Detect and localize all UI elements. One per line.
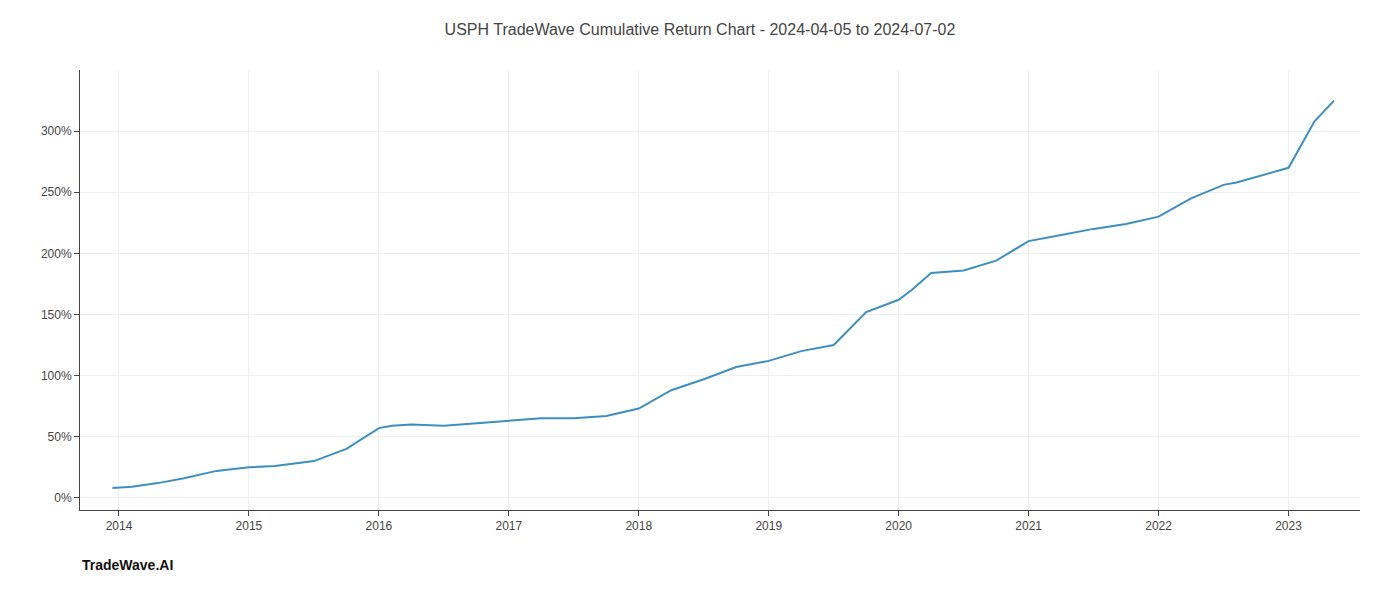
svg-text:2015: 2015 bbox=[236, 519, 263, 533]
svg-text:2022: 2022 bbox=[1145, 519, 1172, 533]
svg-text:USPH TradeWave Cumulative Retu: USPH TradeWave Cumulative Return Chart -… bbox=[445, 21, 956, 38]
svg-text:250%: 250% bbox=[41, 185, 72, 199]
svg-text:2019: 2019 bbox=[755, 519, 782, 533]
svg-text:2020: 2020 bbox=[885, 519, 912, 533]
svg-text:2023: 2023 bbox=[1275, 519, 1302, 533]
svg-text:2018: 2018 bbox=[625, 519, 652, 533]
svg-text:2017: 2017 bbox=[495, 519, 522, 533]
svg-text:50%: 50% bbox=[48, 430, 72, 444]
svg-text:150%: 150% bbox=[41, 308, 72, 322]
svg-text:2021: 2021 bbox=[1015, 519, 1042, 533]
svg-text:2014: 2014 bbox=[106, 519, 133, 533]
svg-text:100%: 100% bbox=[41, 369, 72, 383]
svg-text:2016: 2016 bbox=[366, 519, 393, 533]
svg-text:TradeWave.AI: TradeWave.AI bbox=[82, 557, 173, 573]
svg-text:0%: 0% bbox=[54, 491, 72, 505]
svg-text:300%: 300% bbox=[41, 124, 72, 138]
svg-text:200%: 200% bbox=[41, 247, 72, 261]
